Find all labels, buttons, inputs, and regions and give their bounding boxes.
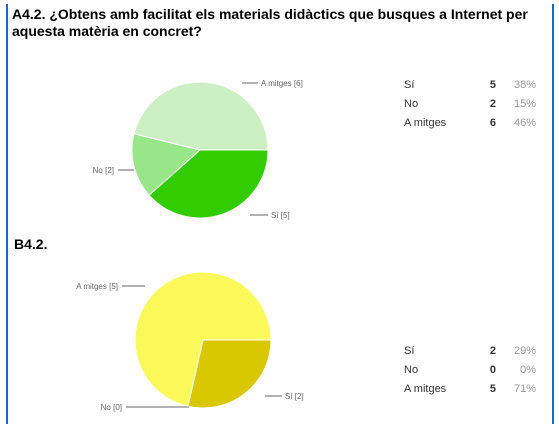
summary-percent: 38%: [513, 78, 536, 91]
summary-row-si: Sí 5 38%: [404, 78, 536, 97]
summary-category: A mitges: [404, 382, 447, 395]
summary-percent: 46%: [513, 116, 536, 129]
chart-frame: [6, 4, 554, 424]
summary-category: No: [404, 363, 419, 376]
slice-label-a-mitges: A mitges [6]: [261, 79, 303, 88]
pie-chart-b4-2: Sí [2] No [0] A mitges [5]: [76, 271, 304, 412]
summary-count: 5: [489, 382, 496, 395]
pie-slice-a-mitges: [134, 271, 272, 407]
pie-slice-si: [187, 339, 272, 409]
summary-row-no: No 2 15%: [404, 97, 536, 116]
summary-category: A mitges: [404, 116, 447, 129]
pie-slice-si: [148, 149, 269, 219]
slice-label-si: Sí [5]: [271, 211, 290, 220]
slice-label-no: No [0]: [101, 403, 122, 412]
slice-label-si: Sí [2]: [285, 392, 304, 401]
summary-percent: 29%: [513, 344, 536, 357]
summary-count: 5: [489, 78, 496, 91]
summary-count: 0: [489, 363, 496, 376]
summary-count: 2: [489, 344, 496, 357]
pie-chart-a4-2: Sí [5] No [2] A mitges [6]: [93, 79, 303, 220]
summary-row-a-mitges: A mitges 6 46%: [404, 116, 536, 135]
question-title-a4-2: A4.2. ¿Obtens amb facilitat els material…: [12, 6, 528, 39]
slice-label-a-mitges: A mitges [5]: [76, 282, 118, 291]
summary-percent: 0%: [520, 363, 536, 376]
summary-percent: 15%: [513, 97, 536, 110]
summary-count: 2: [489, 97, 496, 110]
summary-row-no: No 0 0%: [404, 363, 536, 382]
question-title-b4-2: B4.2.: [14, 236, 48, 252]
summary-percent: 71%: [513, 382, 536, 395]
summary-table-b4-2: Sí 2 29% No 0 0% A mitges 5 71%: [404, 344, 536, 401]
summary-table-a4-2: Sí 5 38% No 2 15% A mitges 6 46%: [404, 78, 536, 135]
summary-row-a-mitges: A mitges 5 71%: [404, 382, 536, 401]
pie-slice-a-mitges: [133, 81, 269, 151]
summary-category: Sí: [404, 78, 415, 91]
summary-category: No: [404, 97, 419, 110]
summary-category: Sí: [404, 344, 415, 357]
slice-label-no: No [2]: [93, 166, 114, 175]
summary-row-si: Sí 2 29%: [404, 344, 536, 363]
summary-count: 6: [489, 116, 496, 129]
pie-slice-no: [131, 133, 202, 196]
